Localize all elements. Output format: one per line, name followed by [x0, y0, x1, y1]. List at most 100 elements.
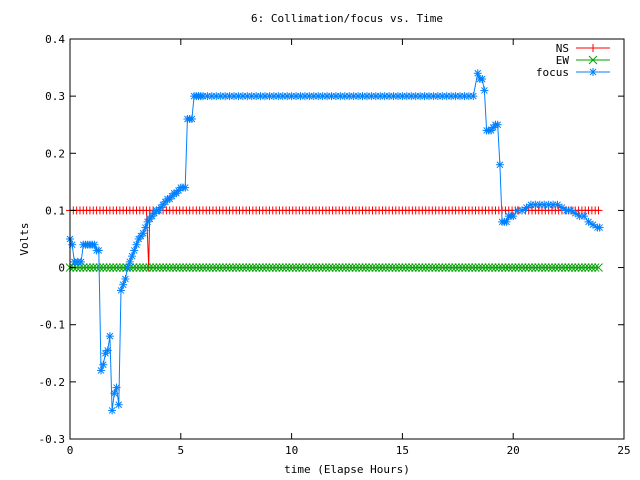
data-point-ew	[371, 263, 381, 272]
series-focus	[66, 69, 604, 415]
data-point-focus	[571, 209, 580, 218]
data-point-focus	[77, 257, 86, 266]
data-point-ew	[308, 263, 318, 272]
data-point-ew	[511, 263, 520, 272]
data-point-focus	[518, 206, 527, 215]
data-point-ew	[265, 263, 274, 272]
data-point-ew	[198, 263, 208, 272]
data-point-ew	[311, 263, 321, 272]
data-point-ew	[394, 263, 404, 272]
legend-label-focus: focus	[536, 66, 569, 79]
data-point-ew	[321, 263, 331, 272]
data-point-ew	[168, 263, 178, 272]
data-point-focus	[480, 86, 489, 95]
data-point-focus	[557, 203, 566, 212]
data-point-ew	[132, 263, 141, 272]
data-point-ew	[341, 263, 351, 272]
data-point-ew	[241, 263, 251, 272]
data-point-ew	[494, 263, 504, 272]
data-point-ew	[378, 263, 387, 272]
data-point-ew	[534, 263, 544, 272]
x-tick-label: 25	[617, 444, 630, 457]
y-tick-label: 0.1	[45, 204, 65, 217]
data-point-ew	[304, 263, 314, 272]
data-point-ew	[554, 263, 563, 272]
data-point-ew	[205, 263, 214, 272]
data-point-ew	[301, 263, 311, 272]
data-point-ew	[271, 263, 281, 272]
data-point-ew	[517, 263, 527, 272]
data-point-ew	[521, 263, 530, 272]
data-point-ew	[185, 263, 195, 272]
data-point-focus	[553, 200, 562, 209]
data-point-ew	[358, 263, 367, 272]
data-point-ew	[457, 263, 467, 272]
data-point-ew	[577, 263, 587, 272]
data-point-ns	[594, 206, 603, 215]
data-point-ew	[564, 263, 573, 272]
data-point-ew	[580, 263, 590, 272]
data-point-ew	[441, 263, 450, 272]
y-tick-label: 0.2	[45, 147, 65, 160]
data-point-ew	[195, 263, 204, 272]
data-point-ew	[344, 263, 354, 272]
data-point-ew	[228, 263, 238, 272]
data-point-focus	[566, 206, 575, 215]
data-point-ew	[447, 263, 457, 272]
data-point-ew	[474, 263, 484, 272]
data-point-ew	[318, 263, 327, 272]
data-point-ew	[201, 263, 211, 272]
x-tick-label: 10	[285, 444, 298, 457]
data-point-ew	[238, 263, 248, 272]
data-point-ew	[560, 263, 570, 272]
data-point-ew	[444, 263, 454, 272]
x-tick-label: 15	[396, 444, 409, 457]
data-point-ew	[178, 263, 188, 272]
data-point-ew	[258, 263, 268, 272]
data-point-focus	[580, 212, 589, 221]
data-point-ew	[497, 263, 507, 272]
data-point-ew	[587, 263, 597, 272]
data-point-ew	[364, 263, 374, 272]
legend-marker-ns	[589, 44, 597, 52]
data-point-ew	[245, 263, 254, 272]
data-point-ew	[162, 263, 171, 272]
data-point-ew	[384, 263, 394, 272]
data-point-ew	[411, 263, 421, 272]
data-point-ew	[461, 263, 470, 272]
data-point-ew	[102, 263, 111, 272]
data-point-ew	[514, 263, 524, 272]
data-point-ew	[165, 263, 175, 272]
data-point-ew	[208, 263, 218, 272]
data-point-focus	[478, 75, 487, 83]
data-point-focus	[141, 223, 150, 232]
data-point-ew	[454, 263, 464, 272]
data-point-ew	[152, 263, 161, 272]
data-point-ew	[275, 263, 284, 272]
data-point-ew	[481, 263, 490, 272]
data-point-ew	[221, 263, 231, 272]
data-point-ew	[255, 263, 264, 272]
data-point-ew	[351, 263, 361, 272]
x-tick-label: 5	[177, 444, 184, 457]
data-point-ew	[464, 263, 474, 272]
data-point-ew	[155, 263, 165, 272]
data-point-ew	[531, 263, 540, 272]
data-point-ew	[348, 263, 357, 272]
data-point-ew	[381, 263, 391, 272]
data-point-ew	[477, 263, 487, 272]
data-point-ew	[181, 263, 191, 272]
data-point-ew	[451, 263, 460, 272]
data-point-ew	[437, 263, 447, 272]
data-point-ew	[142, 263, 151, 272]
data-point-ew	[431, 263, 440, 272]
data-point-ew	[328, 263, 337, 272]
data-point-ew	[261, 263, 271, 272]
data-point-ew	[288, 263, 298, 272]
data-point-ew	[467, 263, 477, 272]
data-point-ew	[550, 263, 560, 272]
y-tick-label: -0.3	[39, 433, 66, 446]
data-point-ew	[484, 263, 494, 272]
data-point-ew	[175, 263, 185, 272]
